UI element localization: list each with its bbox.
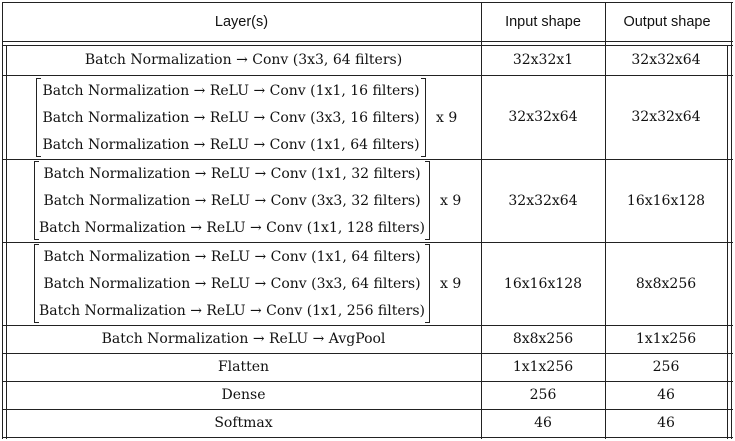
block-line: Batch Normalization → ReLU → Conv (3x3, …	[42, 109, 420, 126]
output-shape-cell: 32x32x64	[631, 52, 701, 68]
rule	[2, 75, 733, 76]
rule	[2, 325, 733, 326]
output-shape-cell: 46	[657, 415, 675, 431]
layer-cell: Softmax	[214, 415, 273, 431]
block-line: Batch Normalization → ReLU → Conv (3x3, …	[43, 192, 421, 209]
layer-cell: Batch Normalization → ReLU → AvgPool	[101, 331, 386, 347]
bracket-right	[425, 244, 430, 323]
layer-cell: Batch Normalization → Conv (3x3, 64 filt…	[84, 52, 403, 68]
output-shape-cell: 32x32x64	[631, 109, 701, 125]
residual-block: Batch Normalization → ReLU → Conv (1x1, …	[34, 243, 430, 324]
output-shape-cell: 16x16x128	[626, 192, 706, 209]
output-shape-cell: 46	[657, 387, 675, 403]
input-shape-cell: 32x32x64	[508, 192, 578, 209]
block-line: Batch Normalization → ReLU → Conv (1x1, …	[38, 302, 426, 319]
bracket-right	[421, 78, 426, 157]
bracket-left	[34, 161, 39, 240]
output-shape-cell: 1x1x256	[635, 331, 697, 347]
rule-right	[731, 2, 732, 439]
output-shape-cell: 256	[652, 359, 680, 375]
block-line: Batch Normalization → ReLU → Conv (1x1, …	[42, 82, 420, 99]
rule-col	[605, 2, 606, 439]
input-shape-cell: 16x16x128	[503, 275, 583, 292]
input-shape-cell: 32x32x64	[508, 109, 578, 125]
rule-bottom	[2, 437, 733, 438]
block-line: Batch Normalization → ReLU → Conv (3x3, …	[43, 275, 421, 292]
input-shape-cell: 46	[534, 415, 552, 431]
bracket-left	[36, 78, 41, 157]
repeat-count: x 9	[436, 109, 458, 126]
output-shape-cell: 8x8x256	[635, 275, 697, 292]
layer-cell: Dense	[221, 387, 266, 403]
rule-right-inner	[727, 45, 728, 439]
rule-top	[2, 2, 733, 3]
rule	[2, 409, 733, 410]
rule	[2, 242, 733, 243]
block-line: Batch Normalization → ReLU → Conv (1x1, …	[38, 219, 426, 236]
rule	[2, 353, 733, 354]
residual-block: Batch Normalization → ReLU → Conv (1x1, …	[36, 77, 426, 158]
header-input-shape: Input shape	[505, 13, 581, 30]
rule	[2, 381, 733, 382]
rule-left-inner	[6, 45, 7, 439]
input-shape-cell: 1x1x256	[512, 359, 574, 375]
rule-header-1	[2, 41, 733, 42]
input-shape-cell: 32x32x1	[512, 52, 574, 68]
block-line: Batch Normalization → ReLU → Conv (1x1, …	[42, 136, 420, 153]
header-layers: Layer(s)	[214, 13, 269, 30]
block-line: Batch Normalization → ReLU → Conv (1x1, …	[43, 248, 421, 265]
rule-left	[2, 2, 3, 439]
rule	[2, 159, 733, 160]
layer-cell: Flatten	[217, 359, 270, 375]
residual-block: Batch Normalization → ReLU → Conv (1x1, …	[34, 160, 430, 241]
bracket-right	[425, 161, 430, 240]
rule-col	[481, 2, 482, 439]
rule-header-2	[2, 45, 733, 46]
bracket-left	[34, 244, 39, 323]
header-output-shape: Output shape	[623, 13, 711, 30]
input-shape-cell: 256	[529, 387, 557, 403]
repeat-count: x 9	[440, 275, 462, 292]
input-shape-cell: 8x8x256	[512, 331, 574, 347]
repeat-count: x 9	[440, 192, 462, 209]
block-line: Batch Normalization → ReLU → Conv (1x1, …	[43, 165, 421, 182]
